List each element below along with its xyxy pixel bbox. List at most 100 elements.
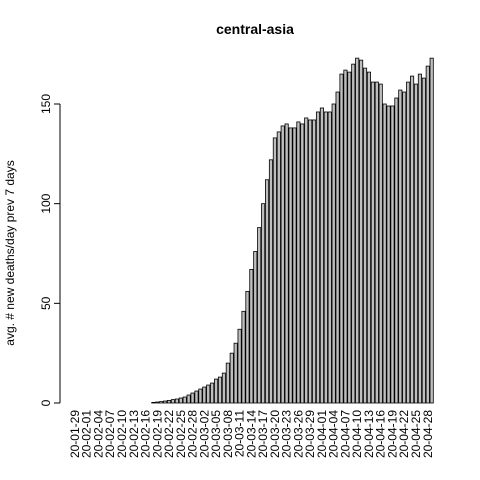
x-tick-label: 20-02-16 [139,410,153,458]
bar [323,111,328,404]
bar [182,396,187,404]
bar [272,137,277,404]
bar [374,81,379,404]
bar [406,81,411,404]
x-tick-label: 20-04-22 [397,410,411,458]
x-tick-label: 20-03-23 [280,410,294,458]
bar [265,179,270,404]
bar [194,390,199,404]
x-tick-label: 20-02-13 [127,410,141,458]
x-tick-label: 20-04-01 [315,410,329,458]
x-tick-label: 20-02-01 [80,410,94,458]
bar [174,398,179,404]
bar [355,57,360,404]
x-tick-label: 20-02-04 [91,410,105,458]
bar [312,119,317,404]
bar [167,400,172,404]
x-tick-label: 20-03-08 [221,410,235,458]
bar [198,388,203,404]
bar [417,73,422,404]
bar [288,127,293,404]
bar [229,352,234,404]
bar [308,119,313,404]
x-tick-label: 20-04-28 [421,410,435,458]
bar [268,159,273,404]
bar [280,125,285,404]
x-tick-label: 20-02-28 [186,410,200,458]
bar [425,65,430,404]
y-tick-label: 100 [39,193,53,213]
x-tick-label: 20-02-19 [150,410,164,458]
x-tick-label: 20-03-29 [303,410,317,458]
bar [276,131,281,404]
x-tick-label: 20-02-25 [174,410,188,458]
bar [359,59,364,404]
bar [170,399,175,404]
x-tick-label: 20-04-07 [338,410,352,458]
bar [366,71,371,404]
bar [206,384,211,404]
bar [221,372,226,404]
bar [339,73,344,404]
x-tick-label: 20-03-02 [197,410,211,458]
x-tick-label: 20-04-16 [374,410,388,458]
bar [214,378,219,404]
bar [159,401,164,404]
bar [292,127,297,404]
bar [351,63,356,404]
y-axis-label: avg. # new deaths/day prev 7 days [3,160,17,345]
bar [304,117,309,404]
bar [241,310,246,404]
x-tick-label: 20-01-29 [68,410,82,458]
bar [319,107,324,404]
x-tick-label: 20-04-19 [385,410,399,458]
y-tick-label: 150 [39,94,53,114]
bar [225,362,230,404]
bar [245,290,250,404]
bar [237,328,242,404]
bar [363,67,368,404]
bar [335,91,340,404]
bar [284,123,289,404]
x-tick-label: 20-03-26 [291,410,305,458]
bar [402,91,407,404]
bar [331,103,336,404]
bar [296,121,301,404]
bar [249,269,254,404]
bar [300,123,305,404]
bar [390,105,395,404]
bar [378,83,383,404]
x-tick-label: 20-04-10 [350,410,364,458]
bar [327,111,332,404]
bar [398,89,403,404]
y-tick-label: 0 [39,399,53,406]
bar [429,57,434,404]
x-tick-label: 20-02-10 [115,410,129,458]
bar [421,77,426,404]
chart-title: central-asia [216,21,294,37]
bar [155,401,160,404]
bar [151,402,156,404]
x-tick-label: 20-03-14 [244,410,258,458]
bar [253,251,258,404]
bar [410,75,415,404]
bar [217,376,223,404]
x-tick-label: 20-04-25 [409,410,423,458]
x-tick-label: 20-03-20 [268,410,282,458]
bar [178,397,183,404]
bar [347,71,352,404]
bar [261,203,266,404]
x-tick-label: 20-03-17 [256,410,270,458]
x-tick-label: 20-04-04 [327,410,341,458]
bar [382,103,387,404]
y-tick-label: 50 [39,296,53,310]
bar [186,394,191,404]
bar [315,111,321,404]
bar [233,342,238,404]
bar [413,83,419,404]
bar [202,386,207,404]
bar [370,81,375,404]
bar [210,382,215,404]
x-tick-label: 20-03-05 [209,410,223,458]
